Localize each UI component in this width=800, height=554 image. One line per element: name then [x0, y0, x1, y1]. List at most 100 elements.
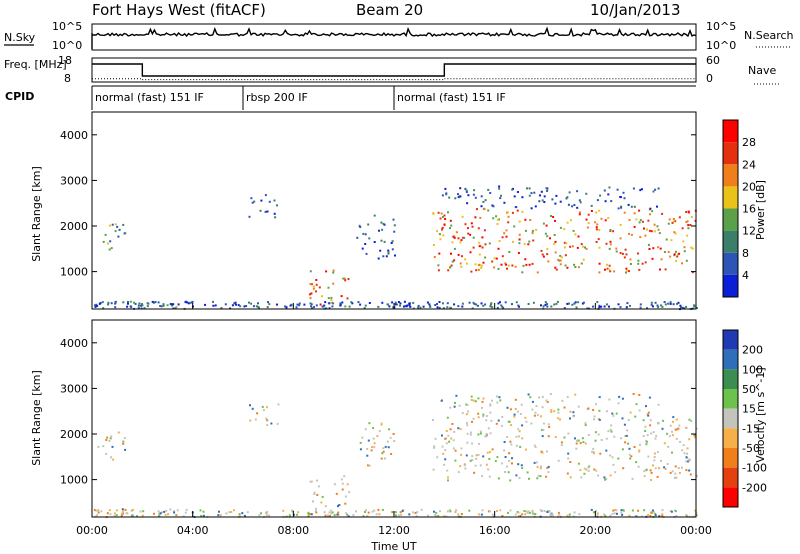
range-cell: [101, 301, 104, 304]
range-cell: [651, 511, 654, 514]
range-cell: [396, 303, 398, 306]
range-cell: [158, 512, 161, 515]
range-cell: [417, 304, 420, 307]
range-cell: [685, 211, 688, 213]
range-cell: [496, 223, 499, 225]
range-cell: [442, 307, 445, 310]
range-cell: [650, 471, 653, 474]
range-cell: [584, 422, 587, 425]
range-cell: [595, 241, 598, 243]
range-cell: [554, 202, 557, 205]
range-cell: [637, 509, 640, 512]
range-cell: [643, 227, 645, 230]
range-cell: [475, 269, 478, 272]
range-cell: [568, 191, 571, 194]
range-cell: [611, 412, 614, 415]
range-cell: [494, 460, 497, 463]
range-cell: [108, 440, 111, 442]
range-cell: [626, 302, 629, 305]
range-cell: [600, 217, 603, 220]
range-cell: [316, 494, 319, 496]
range-cell: [619, 196, 622, 199]
n-sky-tick-top: 10^5: [52, 20, 82, 33]
range-cell: [387, 446, 390, 449]
range-cell: [199, 509, 202, 512]
range-cell: [598, 209, 601, 212]
range-cell: [484, 256, 487, 259]
freq-tick-top: 18: [58, 54, 72, 67]
range-cell: [261, 405, 264, 408]
range-cell: [657, 228, 660, 231]
colorbar-tick-label: 200: [742, 344, 763, 357]
range-cell: [609, 514, 612, 517]
range-cell: [675, 260, 677, 263]
range-cell: [622, 509, 625, 512]
range-cell: [678, 472, 681, 474]
range-cell: [391, 248, 394, 251]
range-cell: [474, 216, 477, 219]
range-cell: [487, 188, 490, 191]
range-cell: [492, 205, 495, 208]
range-cell: [482, 455, 485, 458]
range-cell: [495, 395, 498, 398]
range-cell: [442, 215, 444, 218]
range-cell: [536, 477, 539, 480]
range-cell: [584, 442, 587, 445]
range-cell: [644, 430, 647, 432]
range-cell: [654, 301, 657, 304]
range-cell: [686, 234, 689, 237]
range-cell: [638, 209, 641, 212]
range-cell: [603, 513, 606, 516]
range-cell: [296, 513, 299, 516]
range-cell: [175, 514, 178, 517]
range-cell: [580, 243, 583, 246]
range-cell: [114, 230, 117, 233]
range-cell: [375, 513, 378, 516]
range-cell: [432, 212, 435, 215]
range-cell: [347, 278, 350, 280]
range-cell: [122, 512, 124, 515]
range-cell: [511, 264, 514, 267]
range-cell: [154, 301, 157, 303]
range-cell: [564, 264, 567, 267]
range-cell: [538, 200, 541, 203]
range-cell: [600, 439, 603, 441]
range-cell: [439, 238, 442, 241]
range-cell: [348, 491, 351, 494]
range-cell: [542, 422, 545, 425]
range-cell: [238, 513, 241, 516]
range-cell: [598, 304, 601, 307]
range-cell: [681, 306, 684, 309]
range-cell: [310, 292, 313, 295]
colorbar-swatch: [723, 467, 738, 488]
range-cell: [667, 251, 670, 253]
colorbar-tick-label: 24: [742, 158, 756, 171]
range-cell: [257, 306, 260, 308]
range-cell: [454, 197, 457, 200]
range-cell: [344, 502, 347, 505]
range-cell: [689, 224, 692, 226]
range-cell: [569, 219, 572, 222]
colorbar-swatch: [723, 230, 738, 253]
range-cell: [593, 452, 595, 455]
range-cell: [537, 474, 540, 477]
range-cell: [688, 458, 691, 461]
range-cell: [654, 467, 657, 470]
range-cell: [438, 301, 441, 303]
range-cell: [592, 305, 594, 308]
range-cell: [541, 406, 544, 409]
range-cell: [691, 247, 694, 250]
range-cell: [507, 511, 509, 514]
range-cell: [477, 433, 480, 436]
range-cell: [393, 230, 396, 233]
range-cell: [498, 187, 501, 190]
range-cell: [519, 413, 522, 415]
range-cell: [554, 266, 557, 269]
range-cell: [394, 254, 396, 257]
range-cell: [594, 221, 597, 224]
range-cell: [251, 201, 254, 204]
range-cell: [621, 397, 624, 400]
x-tick-label: 00:00: [680, 524, 712, 537]
cpid-row: normal (fast) 151 IF rbsp 200 IF normal (f…: [91, 85, 696, 110]
range-cell: [667, 222, 670, 225]
